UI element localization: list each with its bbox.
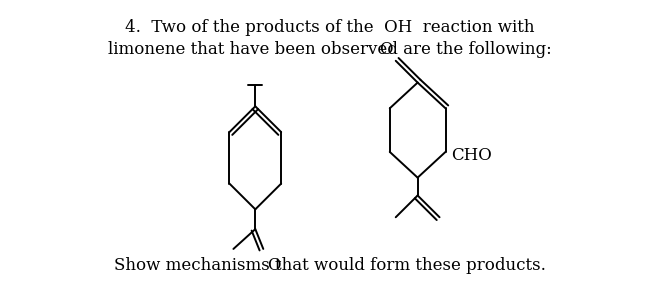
Text: Show mechanisms that would form these products.: Show mechanisms that would form these pr… xyxy=(114,257,546,274)
Text: 4.  Two of the products of the  OH  reaction with: 4. Two of the products of the OH reactio… xyxy=(125,19,535,36)
Text: CHO: CHO xyxy=(451,147,492,164)
Text: O: O xyxy=(267,257,281,274)
Text: O: O xyxy=(379,41,393,58)
Text: limonene that have been observed are the following:: limonene that have been observed are the… xyxy=(108,41,552,58)
